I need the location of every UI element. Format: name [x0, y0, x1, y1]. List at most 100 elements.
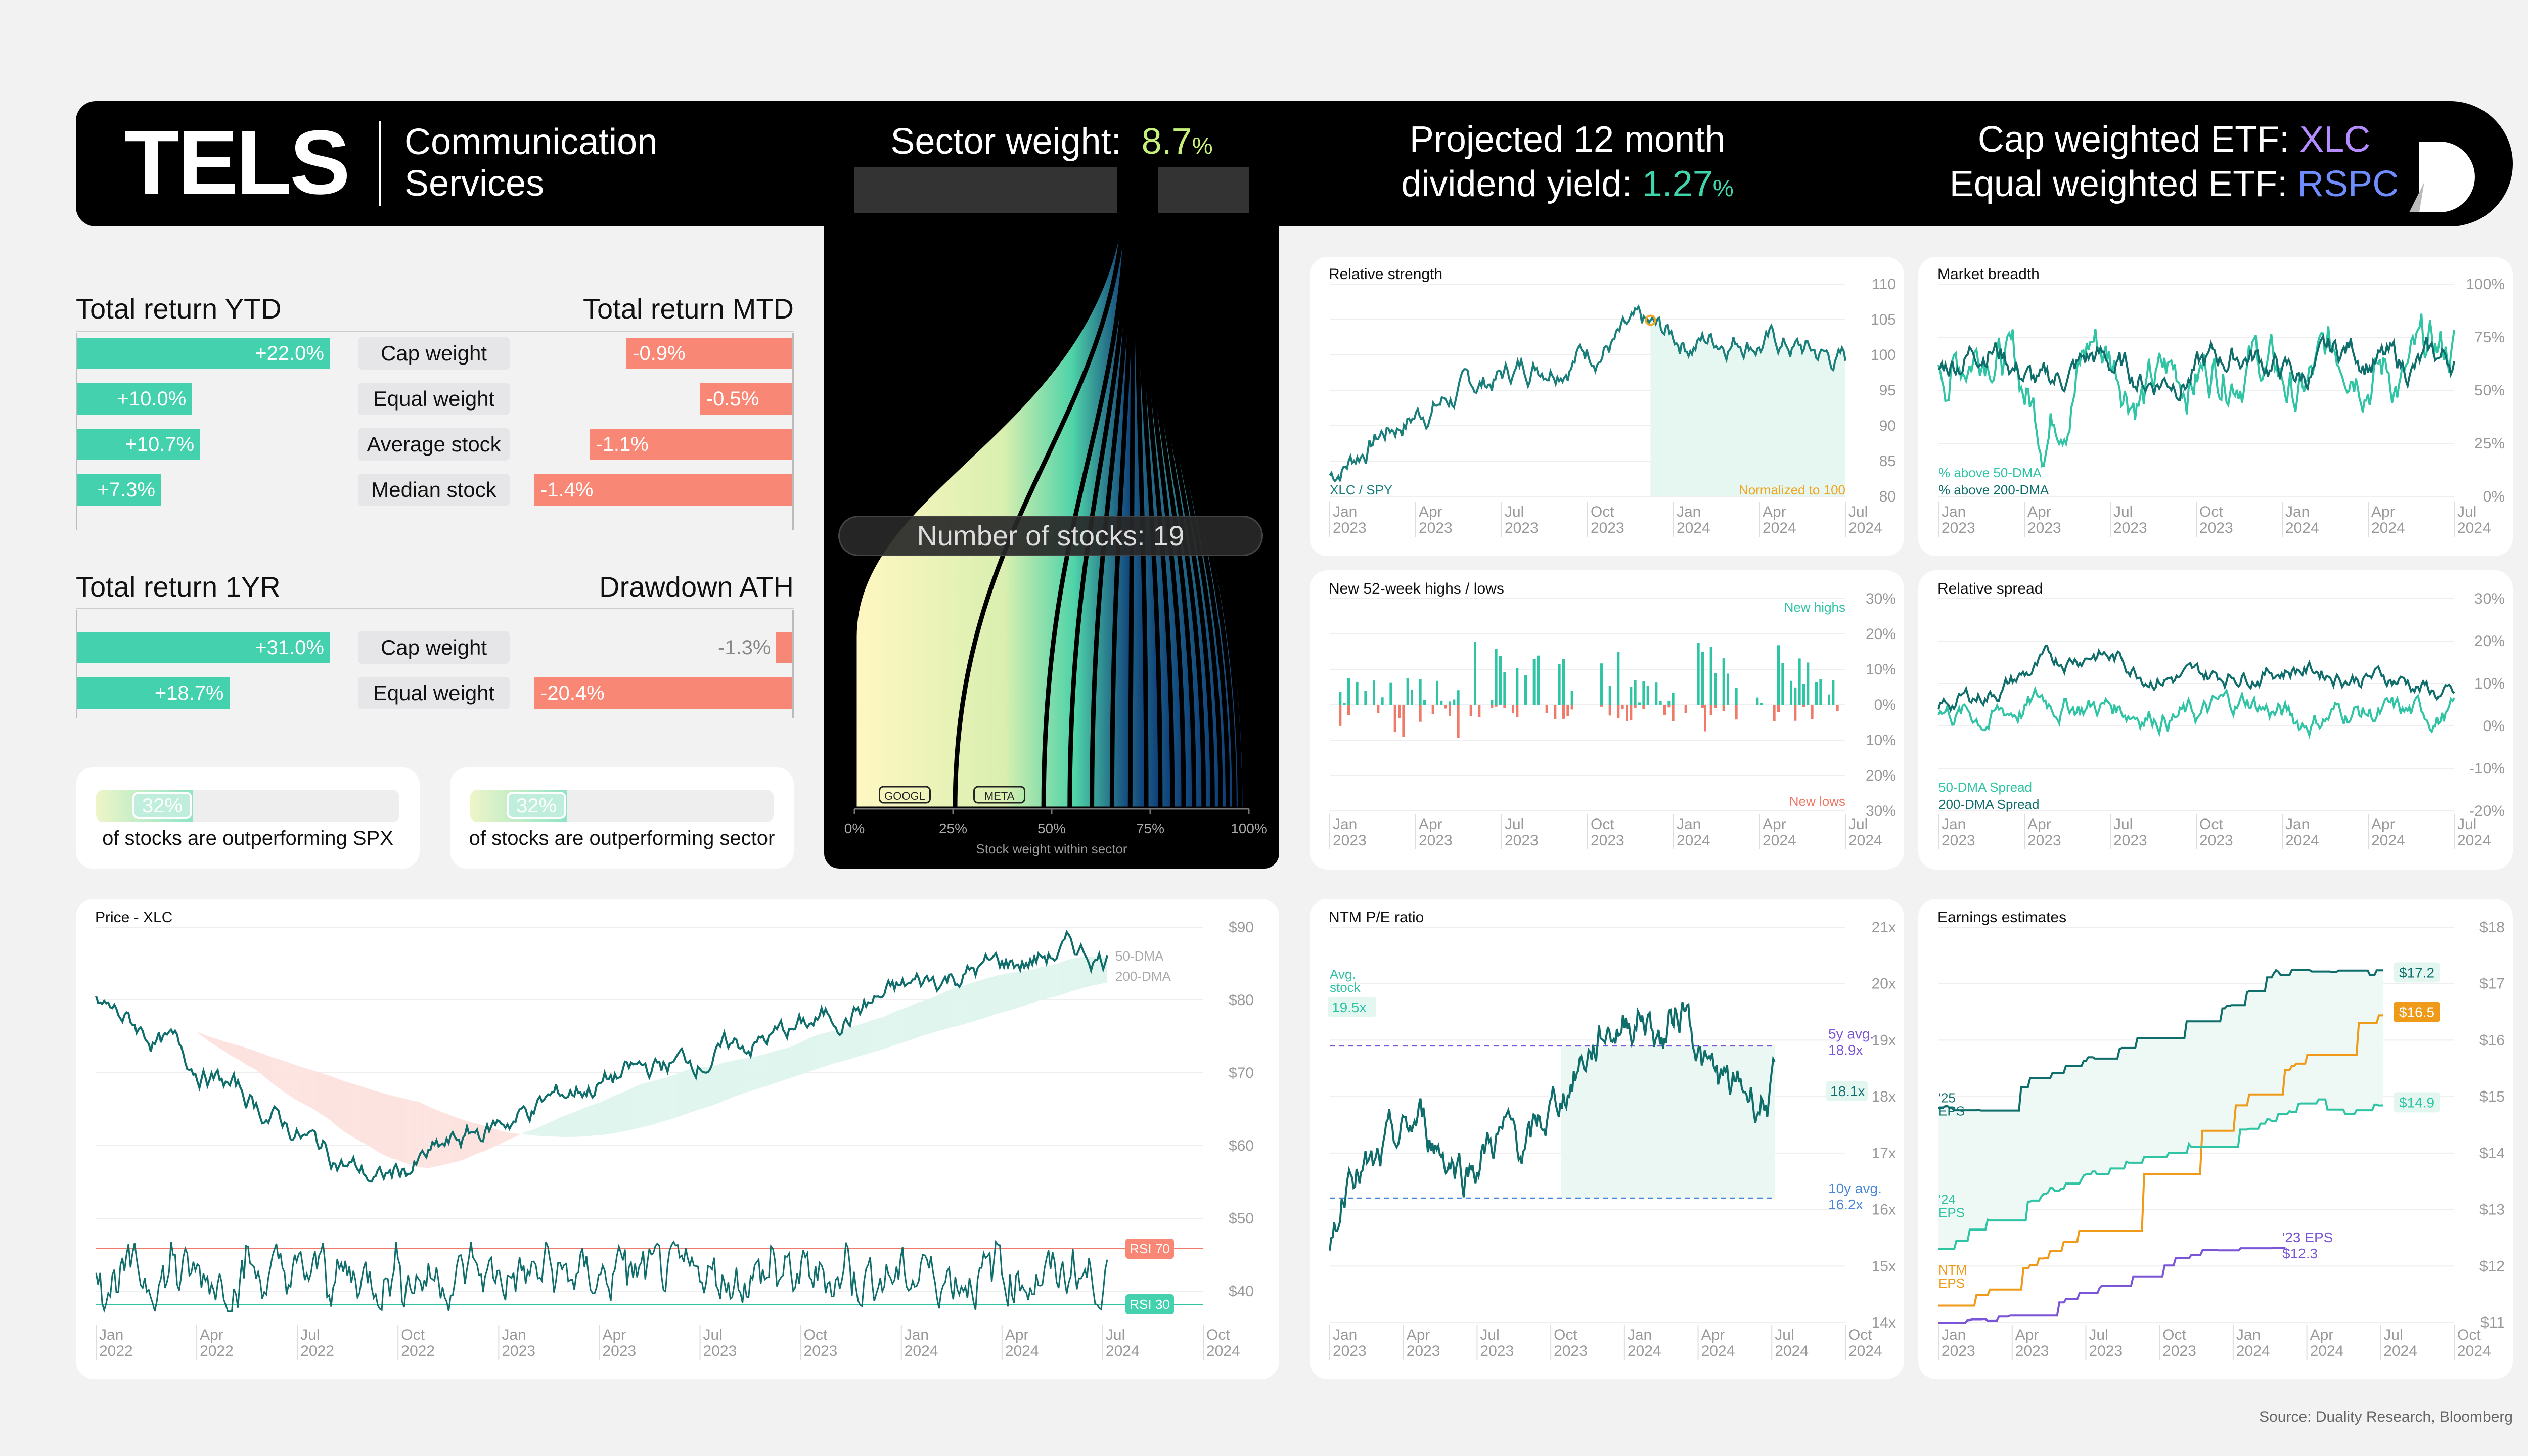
dma-band	[647, 1082, 650, 1126]
svg-text:$17.2: $17.2	[2399, 965, 2434, 980]
weight-track-left	[854, 167, 1117, 213]
high-bar	[1373, 680, 1375, 705]
dma-band	[973, 982, 976, 1022]
mtd-axis-right	[792, 333, 794, 530]
dma-band	[535, 1127, 538, 1136]
dma-band	[896, 1010, 899, 1045]
dma-band	[116, 1004, 119, 1005]
dma-band	[432, 1108, 435, 1167]
dma-band	[951, 988, 954, 1028]
high-bar	[1411, 689, 1413, 705]
x-tick-label: 2023	[1942, 520, 1975, 536]
high-bar	[1491, 700, 1494, 705]
dma-band	[921, 1000, 923, 1036]
dma-band	[874, 1019, 877, 1052]
y-tick-label: 10%	[1866, 661, 1896, 678]
dma-band	[791, 1045, 793, 1078]
dma-band	[1040, 967, 1043, 1000]
dma-band	[219, 1039, 222, 1050]
dma-band	[633, 1086, 636, 1129]
dma-band	[230, 1043, 232, 1057]
dma-band	[574, 1111, 576, 1137]
dma-band	[1020, 971, 1022, 1007]
dma-band	[998, 975, 1000, 1014]
high-bar	[1659, 701, 1662, 705]
x-tick-label: 2024	[1206, 1343, 1240, 1359]
svg-text:RSI 30: RSI 30	[1130, 1297, 1170, 1312]
pe-band	[1561, 1045, 1775, 1199]
dma-band	[813, 1035, 816, 1071]
dma-band	[1099, 957, 1101, 984]
dma-band	[546, 1123, 548, 1136]
dma-band	[554, 1119, 556, 1137]
dma-band	[276, 1058, 279, 1088]
etf-block: Cap weighted ETF: XLC Equal weighted ETF…	[1845, 117, 2503, 206]
dma-band	[651, 1081, 654, 1125]
low-bar	[1431, 705, 1434, 715]
dma-band	[657, 1079, 660, 1123]
dma-band	[1030, 969, 1032, 1004]
y-tick-label: 0%	[1874, 697, 1896, 713]
equal-etf-value: RSPC	[2297, 164, 2399, 204]
high-bar	[1781, 663, 1784, 705]
dma-band	[856, 1025, 859, 1058]
dma-band	[884, 1015, 887, 1049]
dma-band	[915, 1003, 917, 1039]
y-tick-label: 0%	[2483, 488, 2505, 505]
dma-band	[333, 1077, 335, 1125]
flow-tick-label: 75%	[1136, 821, 1164, 836]
dma-band	[969, 983, 972, 1023]
eps23-line	[1938, 1247, 2286, 1324]
high-bar	[1503, 672, 1506, 705]
dma-band	[362, 1086, 364, 1143]
dma-band	[991, 976, 994, 1016]
spread-200dma-line	[1937, 645, 2455, 713]
dma-band	[556, 1118, 558, 1137]
eps24-label: EPS	[1938, 1205, 1965, 1220]
high-bar	[1832, 680, 1835, 705]
eps23-label: '23 EPS	[2282, 1230, 2333, 1245]
dma-band	[835, 1030, 838, 1063]
dma-band	[372, 1089, 374, 1149]
dma-band	[793, 1045, 795, 1077]
dma-band	[153, 1019, 155, 1020]
dma-band	[396, 1096, 398, 1160]
dma-band	[128, 1008, 131, 1009]
dma-band	[981, 979, 984, 1019]
yield-unit: %	[1712, 175, 1734, 201]
low-bar	[1642, 705, 1645, 709]
dma-band	[1050, 965, 1053, 998]
outperform-value: 32%	[507, 792, 566, 819]
dma-band	[708, 1066, 710, 1107]
x-tick-label: Apr	[2310, 1327, 2334, 1343]
y-tick-label: -20%	[2469, 803, 2505, 820]
x-tick-label: 2024	[2457, 832, 2491, 849]
low-bar	[1626, 705, 1628, 721]
dma-band	[347, 1082, 350, 1135]
dma-band	[985, 978, 988, 1018]
dma-band	[762, 1054, 765, 1087]
high-bar	[1672, 692, 1675, 705]
x-tick-label: 2022	[401, 1343, 435, 1359]
yr-bar: +31.0%	[77, 632, 330, 663]
dma-band	[388, 1094, 390, 1158]
high-bar	[1436, 680, 1438, 705]
high-bar	[1634, 680, 1637, 705]
ytd-bar: +22.0%	[77, 338, 330, 369]
yr-axis-left	[76, 610, 77, 718]
dma-band	[284, 1061, 287, 1094]
y-tick-label: 16x	[1872, 1202, 1896, 1218]
dma-band	[1060, 962, 1063, 995]
stock-flow-band	[852, 163, 1128, 811]
dma-band	[623, 1091, 625, 1132]
x-tick-label: 2024	[2457, 1343, 2491, 1359]
low-bar	[1600, 705, 1603, 707]
dma-band	[529, 1129, 532, 1135]
dma-band	[752, 1057, 755, 1090]
dma-band	[122, 1007, 125, 1008]
legend-50dma-spread: 50-DMA Spread	[1938, 780, 2032, 795]
mtd-title: Total return MTD	[583, 293, 794, 325]
y-tick-label: 10%	[2474, 675, 2505, 692]
dma-band	[665, 1077, 668, 1121]
legend-50dma: 50-DMA	[1115, 948, 1164, 964]
